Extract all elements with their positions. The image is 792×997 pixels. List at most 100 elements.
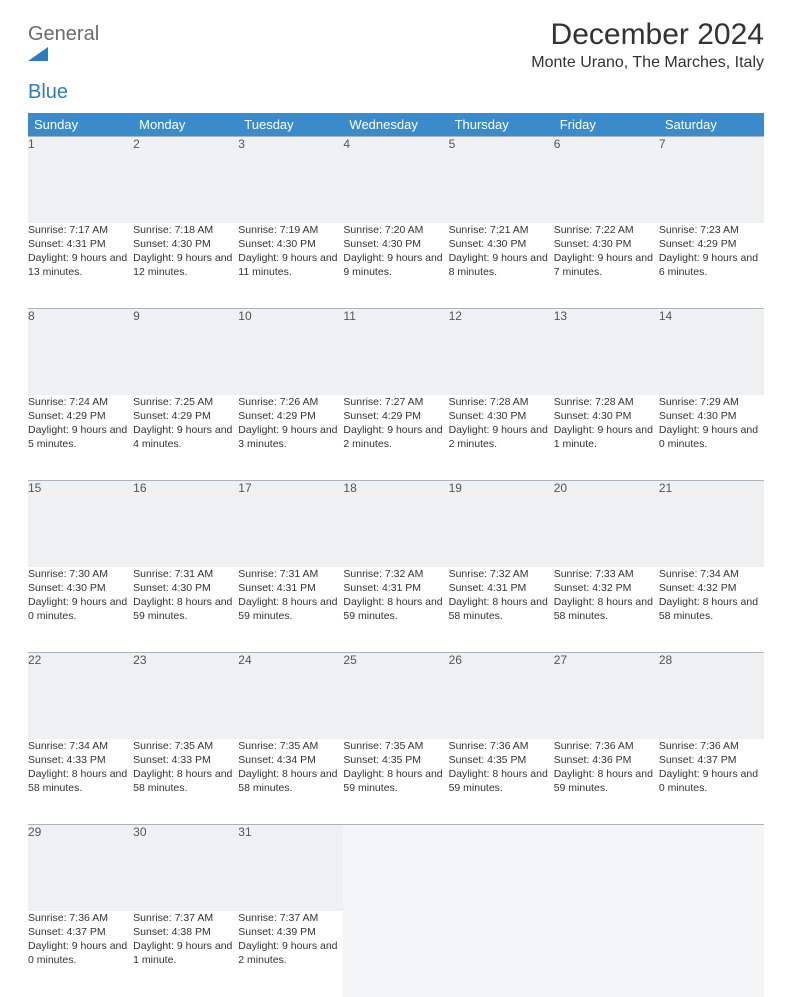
- sunset-line: Sunset: 4:35 PM: [449, 754, 527, 766]
- day-content-cell: Sunrise: 7:19 AMSunset: 4:30 PMDaylight:…: [238, 223, 343, 309]
- sunset-line: Sunset: 4:29 PM: [28, 410, 106, 422]
- sunrise-line: Sunrise: 7:36 AM: [449, 740, 529, 752]
- weekday-header-row: SundayMondayTuesdayWednesdayThursdayFrid…: [28, 113, 764, 137]
- daylight-line: Daylight: 9 hours and 2 minutes.: [449, 424, 548, 450]
- daylight-line: Daylight: 8 hours and 58 minutes.: [238, 768, 337, 794]
- weekday-header: Thursday: [449, 113, 554, 137]
- sunset-line: Sunset: 4:33 PM: [28, 754, 106, 766]
- day-number-cell: [449, 825, 554, 911]
- sunrise-line: Sunrise: 7:32 AM: [449, 568, 529, 580]
- sunrise-line: Sunrise: 7:18 AM: [133, 224, 213, 236]
- sunrise-line: Sunrise: 7:27 AM: [343, 396, 423, 408]
- daylight-line: Daylight: 9 hours and 0 minutes.: [659, 424, 758, 450]
- day-content-cell: Sunrise: 7:36 AMSunset: 4:37 PMDaylight:…: [28, 911, 133, 997]
- day-content-cell: Sunrise: 7:32 AM Sunset: 4:31 PM Daylight:…: [343, 567, 448, 653]
- day-content-cell: Sunrise: 7:34 AM Sunset: 4:33 PM Daylight:…: [28, 739, 133, 825]
- day-content-cell: Sunrise: 7:31 AMSunset: 4:31 PMDaylight:…: [238, 567, 343, 653]
- sunset-line: Sunset: 4:31 PM: [238, 582, 316, 594]
- sunrise-line: Sunrise: 7:35 AM: [133, 740, 213, 752]
- daylight-line: Daylight: 9 hours and 0 minutes.: [659, 768, 758, 794]
- sunrise-line: Sunrise: 7:37 AM: [238, 912, 318, 924]
- day-content-cell: Sunrise: 7:18 AMSunset: 4:30 PMDaylight:…: [133, 223, 238, 309]
- sunset-line: Sunset: 4:32 PM: [659, 582, 737, 594]
- daylight-line: Daylight: 8 hours and 58 minutes.: [659, 596, 758, 622]
- day-number-cell: 27: [554, 653, 659, 739]
- daylight-line: Daylight: 9 hours and 0 minutes.: [28, 596, 127, 622]
- day-number-cell: 25: [343, 653, 448, 739]
- daylight-line: Daylight: 9 hours and 7 minutes.: [554, 252, 653, 278]
- sunrise-line: Sunrise: 7:34 AM: [659, 568, 739, 580]
- day-number-cell: 24: [238, 653, 343, 739]
- day-content-cell: Sunrise: 7:36 AM Sunset: 4:35 PM Daylight:…: [449, 739, 554, 825]
- sunrise-line: Sunrise: 7:31 AM: [133, 568, 213, 580]
- day-content-cell: Sunrise: 7:33 AMSunset: 4:32 PMDaylight:…: [554, 567, 659, 653]
- sunrise-line: Sunrise: 7:21 AM: [449, 224, 529, 236]
- sunrise-line: Sunrise: 7:26 AM: [238, 396, 318, 408]
- day-content-cell: Sunrise: 7:31 AMSunset: 4:30 PMDaylight:…: [133, 567, 238, 653]
- sunrise-line: Sunrise: 7:19 AM: [238, 224, 318, 236]
- sunset-line: Sunset: 4:29 PM: [659, 238, 737, 250]
- sunrise-line: Sunrise: 7:25 AM: [133, 396, 213, 408]
- day-number-cell: 7: [659, 137, 764, 223]
- daylight-line: Daylight: 8 hours and 59 minutes.: [449, 768, 548, 794]
- daylight-line: Daylight: 9 hours and 2 minutes.: [343, 424, 442, 450]
- day-number-cell: 31: [238, 825, 343, 911]
- day-number-cell: 15: [28, 481, 133, 567]
- day-content-cell: Sunrise: 7:25 AMSunset: 4:29 PMDaylight:…: [133, 395, 238, 481]
- day-number-cell: 22: [28, 653, 133, 739]
- day-number-cell: 3: [238, 137, 343, 223]
- day-number-cell: 19: [449, 481, 554, 567]
- sunrise-line: Sunrise: 7:32 AM: [343, 568, 423, 580]
- daylight-line: Daylight: 8 hours and 58 minutes.: [28, 768, 127, 794]
- day-number-cell: 26: [449, 653, 554, 739]
- day-content-cell: Sunrise: 7:37 AMSunset: 4:39 PMDaylight:…: [238, 911, 343, 997]
- logo-line2: Blue: [28, 81, 68, 103]
- day-content-cell: Sunrise: 7:36 AMSunset: 4:37 PMDaylight:…: [659, 739, 764, 825]
- sunrise-line: Sunrise: 7:36 AM: [28, 912, 108, 924]
- day-content-cell: Sunrise: 7:20 AMSunset: 4:30 PMDaylight:…: [343, 223, 448, 309]
- day-number-cell: 28: [659, 653, 764, 739]
- sunrise-line: Sunrise: 7:28 AM: [449, 396, 529, 408]
- day-number-cell: 23: [133, 653, 238, 739]
- day-number-cell: 12: [449, 309, 554, 395]
- sunset-line: Sunset: 4:31 PM: [343, 582, 421, 594]
- weekday-header: Monday: [133, 113, 238, 137]
- day-number-cell: 4: [343, 137, 448, 223]
- sunset-line: Sunset: 4:30 PM: [28, 582, 106, 594]
- daylight-line: Daylight: 8 hours and 59 minutes.: [343, 596, 442, 622]
- sunset-line: Sunset: 4:31 PM: [449, 582, 527, 594]
- sunset-line: Sunset: 4:29 PM: [238, 410, 316, 422]
- sunrise-line: Sunrise: 7:35 AM: [343, 740, 423, 752]
- sunset-line: Sunset: 4:30 PM: [659, 410, 737, 422]
- sunset-line: Sunset: 4:33 PM: [133, 754, 211, 766]
- daylight-line: Daylight: 9 hours and 11 minutes.: [238, 252, 337, 278]
- weekday-header: Saturday: [659, 113, 764, 137]
- sunset-line: Sunset: 4:38 PM: [133, 926, 211, 938]
- daylight-line: Daylight: 8 hours and 58 minutes.: [554, 596, 653, 622]
- sunset-line: Sunset: 4:30 PM: [133, 238, 211, 250]
- daylight-line: Daylight: 8 hours and 59 minutes.: [238, 596, 337, 622]
- triangle-icon: [28, 45, 99, 61]
- sunrise-line: Sunrise: 7:34 AM: [28, 740, 108, 752]
- logo-text: General Blue: [28, 24, 99, 103]
- day-number-cell: 29: [28, 825, 133, 911]
- daylight-line: Daylight: 9 hours and 3 minutes.: [238, 424, 337, 450]
- weekday-header: Wednesday: [343, 113, 448, 137]
- day-number-row: 891011121314: [28, 309, 764, 395]
- title-block: December 2024 Monte Urano, The Marches, …: [531, 18, 764, 72]
- daylight-line: Daylight: 8 hours and 59 minutes.: [133, 596, 232, 622]
- sunset-line: Sunset: 4:31 PM: [28, 238, 106, 250]
- sunrise-line: Sunrise: 7:29 AM: [659, 396, 739, 408]
- weekday-header: Tuesday: [238, 113, 343, 137]
- day-content-cell: Sunrise: 7:32 AMSunset: 4:31 PMDaylight:…: [449, 567, 554, 653]
- day-content-cell: [554, 911, 659, 997]
- day-number-cell: 30: [133, 825, 238, 911]
- daylight-line: Daylight: 9 hours and 9 minutes.: [343, 252, 442, 278]
- day-content-row: Sunrise: 7:34 AM Sunset: 4:33 PM Daylight:…: [28, 739, 764, 825]
- month-title: December 2024: [531, 18, 764, 52]
- day-number-row: 293031: [28, 825, 764, 911]
- day-content-cell: [659, 911, 764, 997]
- sunset-line: Sunset: 4:32 PM: [554, 582, 632, 594]
- sunset-line: Sunset: 4:37 PM: [659, 754, 737, 766]
- day-content-cell: Sunrise: 7:34 AM Sunset: 4:32 PM Daylight:…: [659, 567, 764, 653]
